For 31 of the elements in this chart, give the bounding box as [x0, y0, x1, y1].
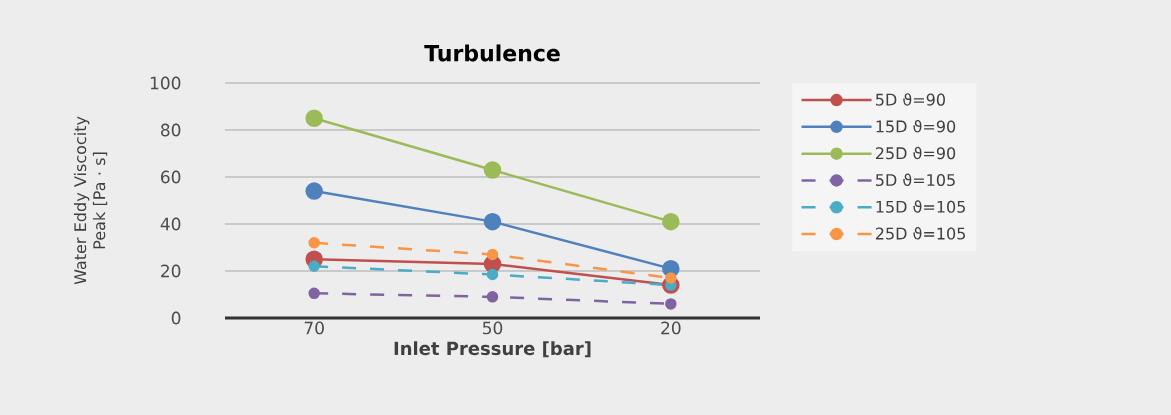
point	[305, 182, 323, 200]
point	[308, 260, 320, 273]
point	[665, 272, 677, 284]
x-tick-label: 20	[661, 321, 681, 335]
x-tick-label: 50	[483, 321, 503, 335]
point	[486, 248, 499, 261]
point	[305, 109, 323, 127]
y-tick-label: 100	[150, 76, 181, 90]
legend-label: 25D ϑ=105	[875, 227, 965, 240]
legend-label: 15D ϑ=105	[876, 200, 965, 213]
y-tick-label: 0	[171, 311, 181, 325]
chart-title: Turbulence	[424, 44, 560, 62]
point	[662, 212, 680, 231]
point	[486, 268, 499, 281]
y-axis-title: Water Eddy Viscocity Peak [Pa · s]	[73, 116, 108, 285]
x-tick-label: 70	[304, 321, 324, 335]
legend-label: 5D ϑ=90	[876, 93, 945, 106]
y-tick-label: 20	[161, 264, 181, 278]
point	[483, 212, 502, 231]
y-tick-label: 60	[161, 170, 181, 184]
x-axis-title: Inlet Pressure [bar]	[394, 341, 591, 358]
y-tick-label: 80	[161, 123, 181, 137]
point	[308, 287, 320, 300]
point	[308, 237, 320, 249]
y-tick-label: 40	[160, 217, 181, 231]
legend-label: 5D ϑ=105	[876, 173, 955, 187]
point	[665, 298, 677, 310]
point	[483, 161, 502, 179]
legend-label: 25D ϑ=90	[875, 146, 956, 160]
point	[486, 291, 499, 303]
legend-label: 15D ϑ=90	[876, 119, 956, 133]
